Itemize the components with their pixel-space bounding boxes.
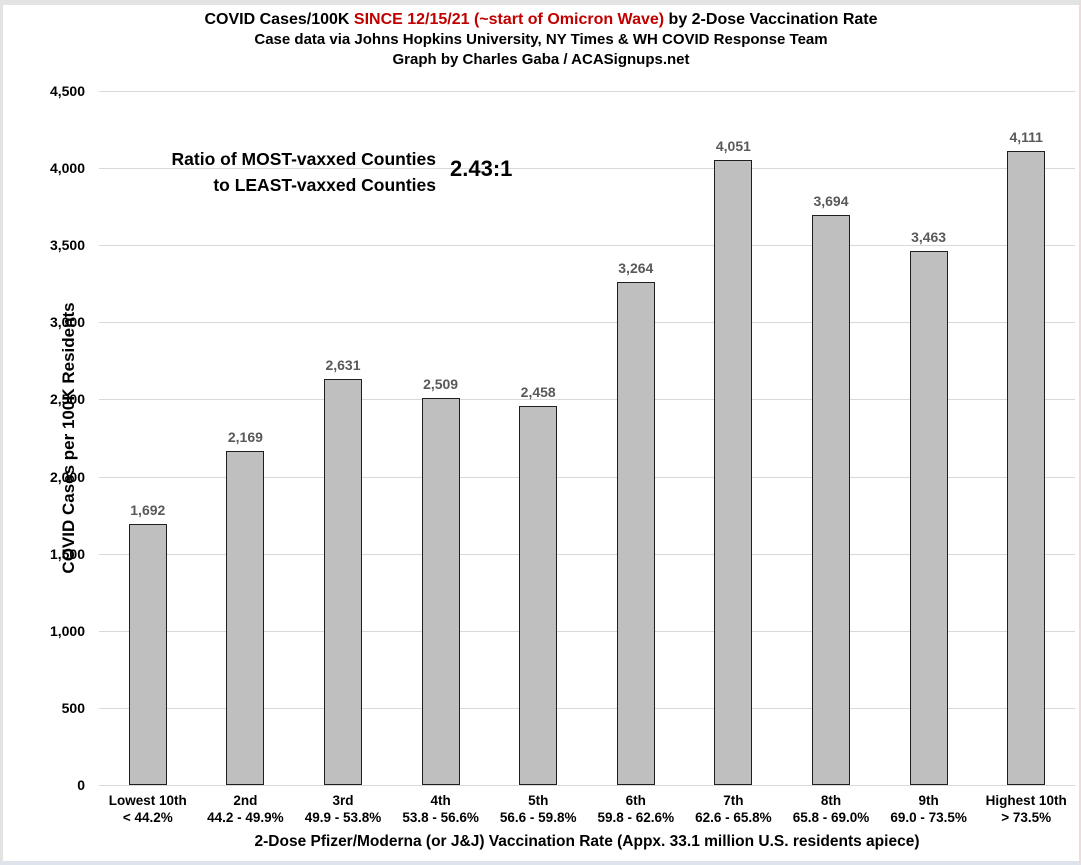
x-tick-label: Highest 10th > 73.5% [986,792,1067,826]
bar [128,524,167,785]
x-tick-label: 5th 56.6 - 59.8% [500,792,577,826]
gridline [99,399,1075,401]
ratio-annotation-line2: to LEAST-vaxxed Counties [213,175,436,195]
y-tick-label: 1,000 [49,622,85,639]
bar [909,250,948,785]
x-tick-range: 69.0 - 73.5% [890,810,967,825]
x-tick-decile: 5th [528,793,549,808]
bar-value-label: 4,111 [1009,129,1043,145]
bar [226,450,265,785]
y-tick-label: 1,500 [49,545,85,562]
y-tick-label: 3,000 [49,314,85,331]
y-tick-label: 4,500 [49,83,85,99]
y-tick-label: 2,500 [49,391,85,408]
x-axis-title: 2-Dose Pfizer/Moderna (or J&J) Vaccinati… [254,833,920,850]
bar [616,281,655,785]
chart-title-highlight: SINCE 12/15/21 (~start of Omicron Wave) [353,11,665,28]
x-tick-label: 4th 53.8 - 56.6% [402,792,479,826]
x-tick-range: 62.6 - 65.8% [695,810,772,825]
chart-header: COVID Cases/100K SINCE 12/15/21 (~start … [3,9,1079,70]
bar-value-label: 3,694 [813,193,849,210]
x-tick-label: 8th 65.8 - 69.0% [793,792,870,826]
x-tick-decile: Lowest 10th [108,793,187,808]
x-tick-range: 44.2 - 49.9% [207,810,284,825]
x-tick-decile: 2nd [233,793,258,808]
y-axis-title: COVID Cases per 100K Residents [59,302,78,574]
x-tick-range: 56.6 - 59.8% [499,810,577,825]
x-axis: Lowest 10th < 44.2% 2nd 44.2 - 49.9% 3rd 49.9… [99,792,1075,832]
gridline [99,168,1075,170]
x-tick-label: 2nd 44.2 - 49.9% [207,792,284,826]
x-tick-range: 49.9 - 53.8% [304,810,382,825]
x-tick-decile: 3rd [332,793,354,808]
x-tick-decile: 8th [820,793,842,808]
gridline [99,476,1075,478]
gridline [99,553,1075,555]
x-tick-label: 7th 62.6 - 65.8% [695,792,772,826]
ratio-value: 2.43:1 [450,156,513,181]
gridline [99,91,1075,92]
bar [812,215,850,785]
x-tick-range: 53.8 - 56.6% [402,810,479,825]
gridline [99,322,1075,324]
gridline [99,245,1075,247]
bar-value-label: 2,509 [423,376,459,393]
ratio-annotation-line1: Ratio of MOST-vaxxed Counties [171,149,436,169]
bar-value-label: 3,264 [618,259,654,276]
bar [1007,151,1046,785]
y-tick-label: 3,500 [49,237,85,254]
gridline [99,630,1075,632]
x-tick-label: 9th 69.0 - 73.5% [890,792,967,826]
x-tick-range: > 73.5% [1001,810,1052,825]
ratio-annotation: Ratio of MOST-vaxxed Counties to LEAST-v… [99,146,436,198]
chart-title: COVID Cases/100K SINCE 12/15/21 (~start … [3,9,1079,30]
x-tick-range: < 44.2% [122,810,173,825]
chart-title-part1: COVID Cases/100K [204,11,354,28]
bar [421,398,460,785]
x-tick-range: 65.8 - 69.0% [792,810,870,825]
y-tick-label: 500 [61,699,85,716]
x-tick-decile: Highest 10th [985,793,1067,808]
bar-value-label: 3,463 [911,228,947,245]
bar-value-label: 2,631 [325,357,361,374]
bar-value-label: 2,169 [227,428,263,445]
chart-subtitle: Case data via Johns Hopkins University, … [254,31,828,48]
x-tick-decile: 7th [723,793,744,808]
x-tick-label: Lowest 10th < 44.2% [109,792,187,826]
x-tick-decile: 4th [430,793,451,808]
plot-area: 1,692 2,169 2,631 2,509 2,458 3,264 4,051 3,694… [99,91,1075,786]
x-tick-range: 59.8 - 62.6% [597,810,675,825]
chart-title-part2: by 2-Dose Vaccination Rate [664,11,878,28]
x-tick-label: 6th 59.8 - 62.6% [598,792,675,826]
bar-value-label: 4,051 [715,138,751,155]
gridline [99,785,1075,786]
y-tick-label: 2,000 [49,468,85,485]
x-tick-label: 3rd 49.9 - 53.8% [305,792,382,826]
y-tick-label: 4,000 [49,160,85,177]
bar-value-label: 1,692 [130,502,166,519]
bar [519,405,558,785]
gridline [99,707,1075,709]
bar [324,379,362,785]
y-tick-label: 0 [77,777,85,793]
bar-value-label: 2,458 [520,383,556,400]
x-tick-decile: 9th [918,793,939,808]
x-tick-decile: 6th [625,793,646,808]
chart-credit: Graph by Charles Gaba / ACASignups.net [392,51,690,68]
bar [714,160,753,785]
